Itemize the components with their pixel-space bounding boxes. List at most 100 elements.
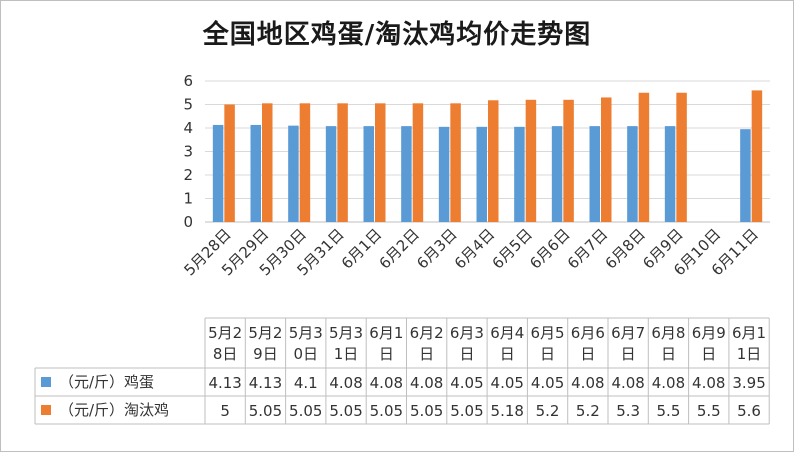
table-header-line1: 6月3 bbox=[450, 324, 484, 342]
chart-title: 全国地区鸡蛋/淘汰鸡均价走势图 bbox=[202, 20, 592, 50]
bar-egg bbox=[288, 125, 299, 222]
table-header-line2: 日 bbox=[661, 345, 676, 363]
bar-egg bbox=[514, 126, 525, 222]
table-cell-value: 5.05 bbox=[289, 402, 322, 420]
bar-culled-hen bbox=[525, 99, 537, 222]
table-cell-value: 5.05 bbox=[329, 402, 362, 420]
y-tick-label: 4 bbox=[183, 119, 193, 137]
bar-egg bbox=[740, 129, 751, 222]
legend-key-culled-hen bbox=[41, 405, 51, 415]
table-header-line1: 6月9 bbox=[692, 324, 726, 342]
bar-culled-hen bbox=[375, 103, 386, 222]
table-cell-value: 4.05 bbox=[491, 374, 524, 392]
bar-egg bbox=[589, 126, 600, 222]
bar-egg bbox=[401, 126, 412, 222]
table-header-line2: 日 bbox=[701, 345, 716, 363]
table-cell-value: 4.08 bbox=[571, 374, 604, 392]
table-header-line1: 5月2 bbox=[208, 324, 242, 342]
table-header-line2: 日 bbox=[459, 345, 474, 363]
x-tick-label: 6月6日 bbox=[526, 225, 573, 272]
legend-label-culled-hen: （元/斤）淘汰鸡 bbox=[59, 401, 169, 419]
table-header-line2: 日 bbox=[621, 345, 636, 363]
bar-culled-hen bbox=[563, 99, 574, 222]
table-header-line2: 8日 bbox=[213, 345, 238, 363]
table-cell-value: 4.08 bbox=[652, 374, 685, 392]
bar-egg bbox=[664, 126, 676, 222]
table-header-line2: 0日 bbox=[293, 345, 318, 363]
table-cell-value: 4.08 bbox=[410, 374, 443, 392]
x-tick-label: 6月3日 bbox=[413, 225, 460, 272]
bar-egg bbox=[212, 124, 224, 222]
bar-egg bbox=[476, 126, 487, 222]
table-cell-value: 5.5 bbox=[657, 402, 681, 420]
table-header-line1: 6月8 bbox=[651, 324, 685, 342]
table-header-line2: 1日 bbox=[334, 345, 359, 363]
table-header-line1: 6月4 bbox=[490, 324, 524, 342]
bar-egg bbox=[325, 126, 337, 222]
table-header-line2: 1日 bbox=[737, 345, 762, 363]
table-cell-value: 5.6 bbox=[737, 402, 761, 420]
bar-egg bbox=[250, 124, 261, 222]
y-tick-label: 0 bbox=[183, 213, 193, 231]
bar-culled-hen bbox=[601, 97, 612, 222]
table-cell-value: 5.2 bbox=[536, 402, 560, 420]
table-header-line1: 6月5 bbox=[531, 324, 565, 342]
x-tick-label: 6月8日 bbox=[602, 225, 649, 272]
bar-egg bbox=[438, 126, 450, 222]
y-tick-label: 6 bbox=[183, 72, 193, 90]
table-cell-value: 4.13 bbox=[249, 374, 282, 392]
x-tick-label: 6月2日 bbox=[376, 225, 423, 272]
table-header-line1: 6月1 bbox=[732, 324, 766, 342]
bar-egg bbox=[551, 126, 563, 222]
y-tick-label: 5 bbox=[183, 96, 193, 114]
bar-culled-hen bbox=[751, 90, 763, 223]
table-cell-value: 5 bbox=[220, 402, 230, 420]
table-header-line1: 5月2 bbox=[248, 324, 282, 342]
table-header-line1: 5月3 bbox=[329, 324, 363, 342]
bar-culled-hen bbox=[450, 103, 461, 222]
table-header-line1: 6月2 bbox=[410, 324, 444, 342]
bar-culled-hen bbox=[676, 92, 687, 222]
table-cell-value: 4.05 bbox=[450, 374, 483, 392]
table-header-line2: 日 bbox=[500, 345, 515, 363]
table-header-line1: 6月6 bbox=[571, 324, 605, 342]
x-tick-label: 6月1日 bbox=[338, 225, 385, 272]
table-cell-value: 4.08 bbox=[692, 374, 725, 392]
y-tick-label: 1 bbox=[183, 190, 193, 208]
legend-label-egg: （元/斤）鸡蛋 bbox=[59, 373, 154, 391]
bar-culled-hen bbox=[412, 103, 424, 222]
table-cell-value: 5.5 bbox=[697, 402, 721, 420]
table-header-line2: 日 bbox=[580, 345, 595, 363]
legend-key-egg bbox=[41, 377, 51, 387]
bar-culled-hen bbox=[337, 103, 348, 222]
x-tick-label: 6月7日 bbox=[564, 225, 611, 272]
y-tick-label: 3 bbox=[183, 143, 193, 161]
table-cell-value: 3.95 bbox=[732, 374, 765, 392]
table-cell-value: 5.05 bbox=[370, 402, 403, 420]
y-tick-label: 2 bbox=[183, 166, 193, 184]
table-header-line2: 日 bbox=[419, 345, 434, 363]
x-tick-label: 6月4日 bbox=[451, 225, 498, 272]
table-cell-value: 5.3 bbox=[616, 402, 640, 420]
table-cell-value: 5.2 bbox=[576, 402, 600, 420]
table-header-line1: 6月1 bbox=[369, 324, 403, 342]
bar-culled-hen bbox=[299, 103, 311, 222]
table-cell-value: 4.08 bbox=[370, 374, 403, 392]
table-header-line2: 9日 bbox=[253, 345, 278, 363]
table-header-line1: 6月7 bbox=[611, 324, 645, 342]
table-cell-value: 5.18 bbox=[491, 402, 524, 420]
table-cell-value: 5.05 bbox=[249, 402, 282, 420]
bar-culled-hen bbox=[488, 100, 499, 222]
bar-culled-hen bbox=[262, 103, 273, 222]
table-header-line2: 日 bbox=[540, 345, 555, 363]
bar-culled-hen bbox=[224, 104, 235, 222]
bar-culled-hen bbox=[638, 92, 650, 222]
table-cell-value: 4.1 bbox=[294, 374, 318, 392]
bar-egg bbox=[627, 126, 638, 222]
table-header-line1: 5月3 bbox=[289, 324, 323, 342]
table-cell-value: 5.05 bbox=[450, 402, 483, 420]
bar-egg bbox=[363, 126, 374, 222]
table-cell-value: 4.13 bbox=[208, 374, 241, 392]
